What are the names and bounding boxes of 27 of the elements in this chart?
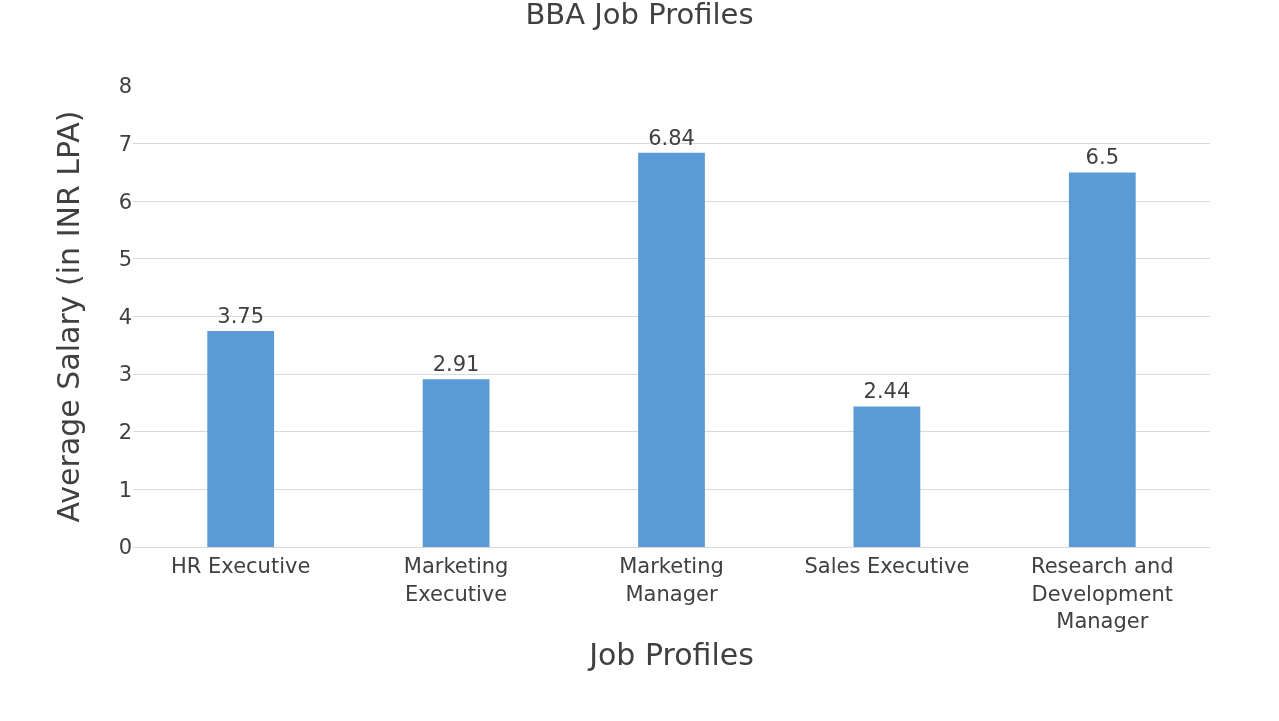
- chart-title: BBA Job Profiles: [525, 0, 754, 31]
- data-label: 6.84: [648, 125, 695, 150]
- x-tick-label: Marketing Manager: [619, 554, 724, 606]
- data-label: 6.5: [1085, 145, 1119, 170]
- y-axis-title: Average Salary (in INR LPA): [50, 110, 86, 523]
- bar: [638, 152, 705, 547]
- x-tick-label: Marketing Executive: [403, 554, 509, 606]
- y-tick-label: 2: [118, 420, 132, 445]
- y-tick-label: 8: [118, 74, 132, 99]
- bar: [1068, 172, 1136, 547]
- bar: [422, 379, 490, 547]
- data-label: 3.75: [217, 303, 265, 328]
- x-tick-label: HR Executive: [171, 554, 311, 579]
- y-tick-label: 0: [118, 535, 132, 560]
- x-tick-label: Sales Executive: [804, 554, 970, 579]
- y-tick-label: 3: [118, 362, 132, 387]
- x-tick-label: Research and Development Manager: [1031, 554, 1174, 633]
- data-label: 2.44: [863, 379, 911, 404]
- bar: [207, 330, 275, 547]
- y-tick-label: 1: [118, 477, 132, 502]
- bar: [853, 406, 921, 547]
- y-tick-label: 6: [118, 189, 132, 214]
- x-axis-title: Job Profiles: [587, 637, 754, 673]
- data-label: 2.91: [432, 352, 480, 377]
- y-tick-label: 5: [118, 247, 132, 272]
- y-tick-label: 4: [118, 304, 132, 329]
- y-tick-label: 7: [118, 131, 132, 156]
